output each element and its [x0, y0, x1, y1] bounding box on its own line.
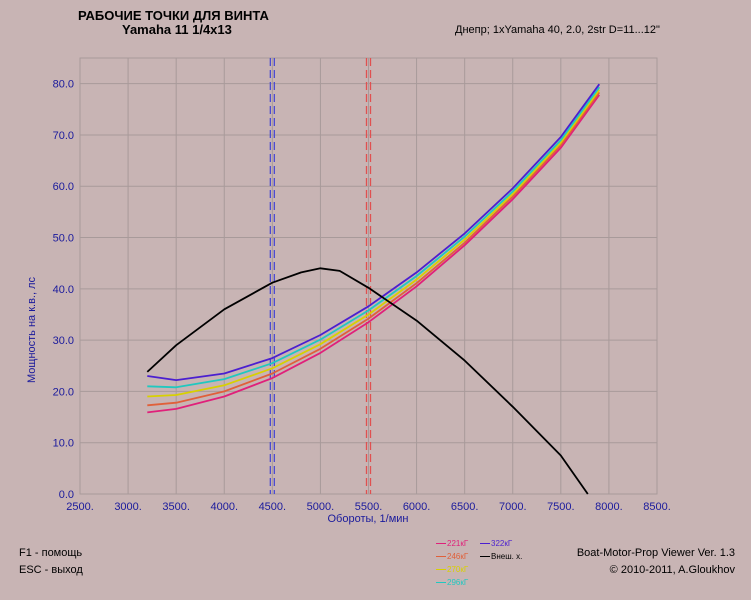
- vline-layer: [269, 58, 372, 494]
- config-label: Днепр; 1xYamaha 40, 2.0, 2str D=11...12": [455, 24, 660, 36]
- tick-layer: 2500. 3000. 3500. 4000. 4500. 5000. 5500. 6000.…: [53, 79, 671, 513]
- y-tick-label: 40.0: [53, 284, 74, 296]
- legend-item: Внеш. х.: [480, 552, 522, 561]
- x-tick-label: 4500.: [259, 501, 287, 513]
- chart-title: РАБОЧИЕ ТОЧКИ ДЛЯ ВИНТА: [78, 8, 269, 23]
- x-tick-label: 6500.: [451, 501, 479, 513]
- x-tick-label: 4000.: [210, 501, 238, 513]
- legend-swatch: [436, 543, 446, 545]
- x-tick-label: 5500.: [355, 501, 383, 513]
- x-tick-label: 8500.: [643, 501, 671, 513]
- series-line: [147, 89, 601, 398]
- legend-swatch: [436, 582, 446, 584]
- legend-item: 296кГ: [436, 578, 468, 587]
- series-line: [146, 267, 589, 495]
- legend-item: 246кГ: [436, 552, 468, 561]
- app-name: Boat-Motor-Prop Viewer Ver. 1.3: [576, 547, 735, 559]
- legend-label: 296кГ: [447, 578, 469, 587]
- x-tick-label: 7000.: [499, 501, 527, 513]
- legend-swatch: [480, 543, 490, 545]
- legend-label: Внеш. х.: [491, 552, 523, 561]
- series-line: [147, 83, 601, 382]
- x-tick-label: 3500.: [162, 501, 190, 513]
- y-tick-label: 30.0: [53, 335, 74, 347]
- series-line: [147, 91, 601, 407]
- y-tick-label: 70.0: [53, 130, 74, 142]
- legend-label: 322кГ: [491, 539, 513, 548]
- y-tick-label: 0.0: [59, 489, 74, 501]
- help-f1: F1 - помощь: [19, 547, 83, 559]
- legend-swatch: [436, 556, 446, 558]
- y-tick-label: 20.0: [53, 386, 74, 398]
- chart-subtitle: Yamaha 11 1/4x13: [122, 22, 232, 37]
- x-tick-label: 7500.: [547, 501, 575, 513]
- series-layer: [146, 83, 601, 495]
- y-tick-label: 10.0: [53, 438, 74, 450]
- y-tick-label: 60.0: [53, 181, 74, 193]
- legend-swatch: [436, 569, 446, 571]
- legend-item: 322кГ: [480, 539, 512, 548]
- help-esc: ESC - выход: [19, 564, 83, 576]
- series-line: [147, 94, 601, 414]
- legend-item: 270кГ: [436, 565, 468, 574]
- x-axis-label: Обороты, 1/мин: [327, 513, 409, 525]
- legend-swatch: [480, 556, 490, 558]
- copyright: © 2010-2011, A.Gloukhov: [609, 564, 735, 576]
- x-tick-label: 8000.: [595, 501, 623, 513]
- series-line: [147, 86, 601, 389]
- x-tick-label: 3000.: [114, 501, 142, 513]
- legend-label: 270кГ: [447, 565, 469, 574]
- y-tick-label: 80.0: [53, 79, 74, 91]
- legend-item: 221кГ: [436, 539, 468, 548]
- x-tick-label: 2500.: [66, 501, 94, 513]
- x-tick-label: 6000.: [403, 501, 431, 513]
- legend-label: 221кГ: [447, 539, 469, 548]
- legend-label: 246кГ: [447, 552, 469, 561]
- y-tick-label: 50.0: [53, 233, 74, 245]
- x-tick-label: 5000.: [307, 501, 335, 513]
